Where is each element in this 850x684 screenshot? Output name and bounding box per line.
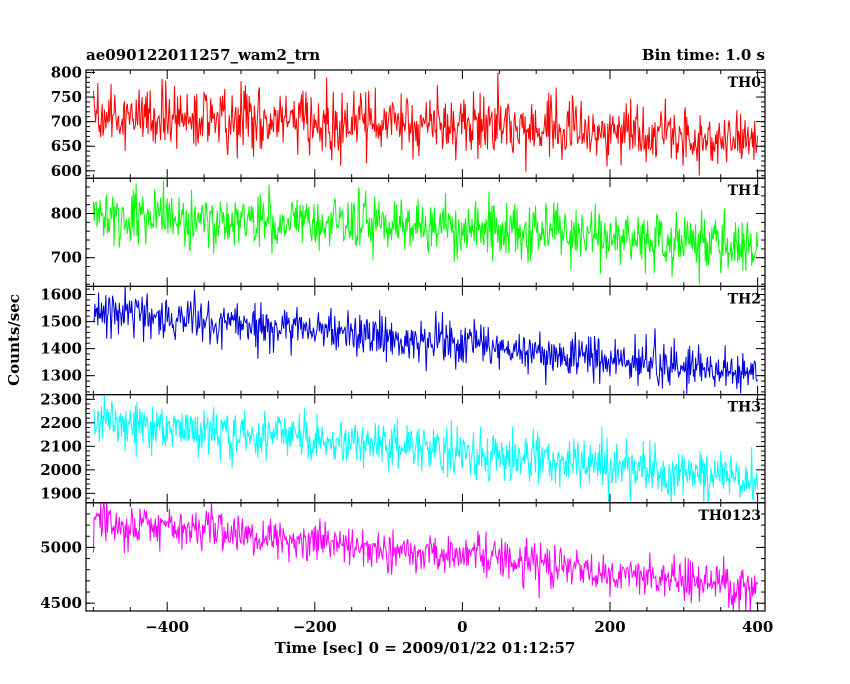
x-tick-label: −400 [145,618,189,636]
panel-label-th0123: TH0123 [698,508,761,524]
panel-frame [85,394,766,504]
panel-th0123: 4500 5000 TH0123 [40,502,766,612]
y-tick-label: 1600 [40,286,82,304]
x-axis: −400 −200 0 200 400 [145,618,773,636]
y-tick-label: 750 [51,88,82,106]
panel-label-th0: TH0 [728,75,762,91]
x-tick-label: 0 [457,618,467,636]
header-left-title: ae090122011257_wam2_trn [86,46,320,64]
panel-label-th3: TH3 [728,400,761,416]
panel-th0: 600 650 700 750 800 TH0 [51,63,766,180]
series-line-th0 [92,72,759,176]
y-tick-label: 4500 [40,594,82,612]
y-tick-label: 800 [51,63,82,81]
panel-th1: 700 800 TH1 [51,177,766,287]
x-tick-label: 400 [742,618,773,636]
y-tick-label: 1300 [40,367,82,385]
panels-layer: 600650700750800TH0700800TH11300140015001… [40,63,766,612]
panel-frame [85,69,766,179]
panel-th2: 1300 1400 1500 1600 TH2 [40,286,766,396]
y-tick-label: 5000 [40,538,82,556]
panel-th3: 1900 2000 2100 2200 2300 TH3 [40,390,766,504]
panel-frame [85,502,766,612]
series-line-th0123 [92,502,759,611]
series-line-th1 [92,180,759,285]
y-tick-label: 800 [51,205,82,223]
series-line-th3 [93,394,759,503]
x-axis-title: Time [sec] 0 = 2009/01/22 01:12:57 [275,639,576,657]
y-tick-label: 650 [51,137,82,155]
y-tick-label: 700 [51,249,82,267]
header-bin-time: Bin time: 1.0 s [642,46,765,64]
x-tick-label: 200 [594,618,625,636]
y-tick-label: 2200 [40,414,82,432]
x-tick-label: −200 [293,618,337,636]
y-axis-title: Counts/sec [5,294,23,386]
y-tick-label: 2100 [40,437,82,455]
y-tick-label: 1500 [40,313,82,331]
series-line-th2 [92,286,759,394]
panel-label-th1: TH1 [728,183,761,199]
y-tick-label: 1400 [40,340,82,358]
y-tick-label: 2300 [40,390,82,408]
y-tick-label: 1900 [40,484,82,502]
panel-label-th2: TH2 [728,291,761,307]
y-tick-label: 2000 [40,461,82,479]
y-tick-label: 700 [51,113,82,131]
y-tick-label: 600 [51,162,82,180]
